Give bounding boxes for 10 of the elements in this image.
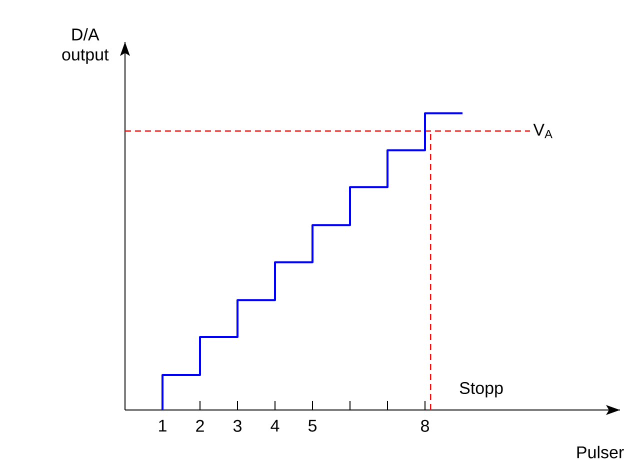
y-axis-title: D/A output	[62, 28, 109, 64]
x-tick-label: 2	[196, 420, 204, 432]
x-axis-title: Pulser	[577, 446, 624, 458]
x-tick-label: 5	[308, 420, 317, 432]
x-tick-label: 8	[421, 420, 429, 432]
ref-line-label: V$_{A}$	[533, 124, 552, 138]
ref-line-label: Stopp	[460, 382, 503, 398]
x-tick-label: 4	[270, 420, 280, 432]
x-tick-label: 1	[159, 420, 166, 432]
x-tick-label: 3	[233, 420, 242, 432]
